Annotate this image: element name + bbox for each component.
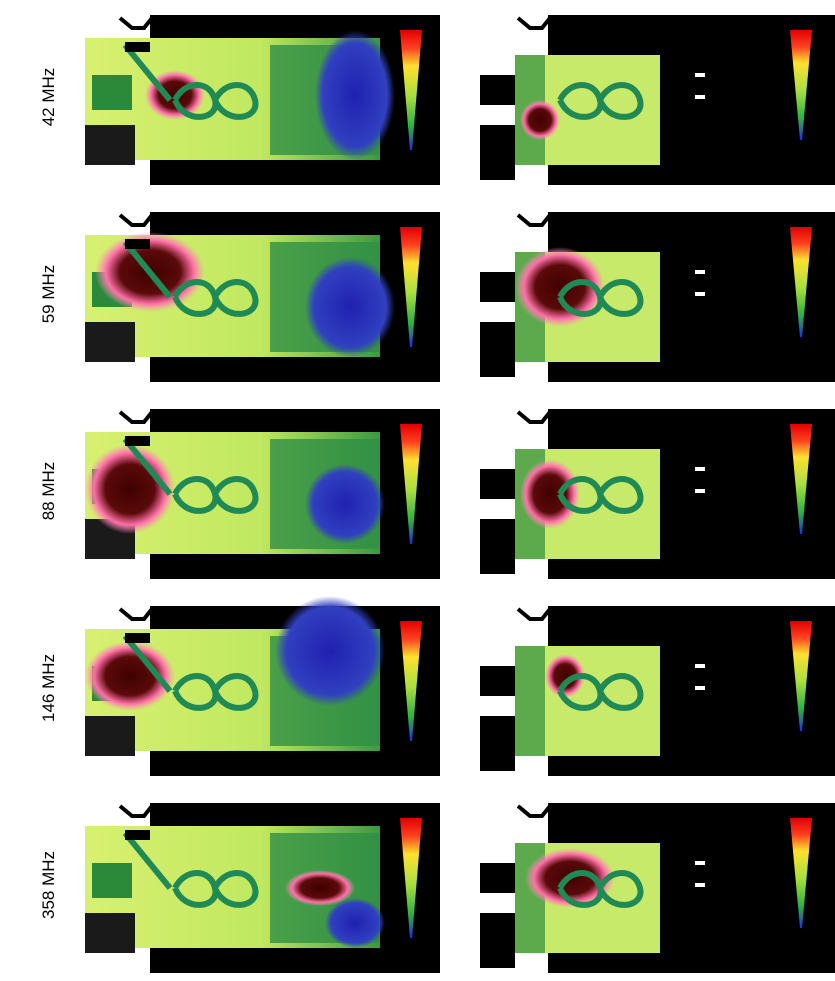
marker (695, 270, 705, 274)
trace-line (122, 240, 173, 299)
connector-block (480, 469, 515, 499)
trace-loop (172, 476, 259, 514)
lead-strip (125, 830, 150, 840)
field-hot (285, 870, 355, 906)
probe-hook (516, 804, 552, 818)
board-edge (515, 646, 545, 756)
lead-strip (125, 633, 150, 643)
connector-block (480, 272, 515, 302)
marker (695, 686, 705, 690)
connector-block (480, 125, 515, 180)
connector-block (85, 322, 135, 362)
marker (695, 861, 705, 865)
field-hot (85, 444, 175, 534)
probe-hook (118, 410, 154, 424)
marker (695, 883, 705, 887)
trace-loop (172, 673, 259, 711)
colorbar (790, 818, 812, 928)
field-hot (85, 641, 175, 711)
connector-block (480, 716, 515, 771)
marker (695, 489, 705, 493)
colorbar (400, 30, 422, 150)
scan-row: 59 MHz (39, 212, 835, 382)
trace-line (122, 437, 173, 496)
trace-loop (172, 82, 259, 120)
field-cold (315, 30, 395, 160)
connector-block (85, 913, 135, 953)
trace-loop (172, 870, 259, 908)
colorbar (790, 30, 812, 140)
trace-block (92, 863, 132, 898)
field-cold (275, 596, 385, 706)
field-cold (305, 464, 385, 544)
trace-loop (557, 476, 644, 514)
connector-block (480, 863, 515, 893)
scan-row: 42 MHz (39, 15, 835, 185)
probe-hook (516, 607, 552, 621)
colorbar (400, 227, 422, 347)
field-cold (305, 257, 395, 357)
trace-line (122, 634, 173, 693)
field-hot (545, 654, 585, 698)
trace-loop (557, 673, 644, 711)
colorbar (400, 818, 422, 938)
marker (695, 95, 705, 99)
colorbar (400, 621, 422, 741)
connector-block (480, 666, 515, 696)
marker (695, 467, 705, 471)
trace-loop (172, 279, 259, 317)
connector-block (480, 75, 515, 105)
connector-block (480, 519, 515, 574)
marker (695, 664, 705, 668)
scan-row: 88 MHz (39, 409, 835, 579)
colorbar (790, 424, 812, 534)
scan-row: 358 MHz (39, 803, 835, 973)
lead-strip (125, 42, 150, 52)
colorbar (400, 424, 422, 544)
lead-strip (125, 239, 150, 249)
frequency-label: 42 MHz (39, 68, 58, 127)
field-cold (325, 898, 385, 948)
probe-hook (118, 804, 154, 818)
colorbar (790, 227, 812, 337)
frequency-label: 358 MHz (39, 851, 58, 919)
connector-block (85, 716, 135, 756)
connector-block (85, 125, 135, 165)
connector-block (480, 913, 515, 968)
field-hot (515, 247, 605, 327)
field-hot (520, 459, 580, 529)
scan-row: 146 MHz (39, 596, 835, 776)
trace-block (92, 75, 132, 110)
field-hot (520, 100, 560, 140)
trace-line (122, 831, 173, 890)
trace-line (122, 43, 173, 102)
marker (695, 292, 705, 296)
trace-loop (557, 82, 644, 120)
probe-hook (516, 213, 552, 227)
probe-hook (118, 607, 154, 621)
frequency-label: 59 MHz (39, 265, 58, 324)
frequency-label: 88 MHz (39, 462, 58, 521)
marker (695, 73, 705, 77)
trace-loop (557, 279, 644, 317)
trace-loop (557, 870, 644, 908)
probe-hook (118, 213, 154, 227)
connector-block (480, 322, 515, 377)
probe-hook (516, 16, 552, 30)
probe-hook (118, 16, 154, 30)
colorbar (790, 621, 812, 731)
frequency-label: 146 MHz (39, 654, 58, 722)
probe-hook (516, 410, 552, 424)
lead-strip (125, 436, 150, 446)
